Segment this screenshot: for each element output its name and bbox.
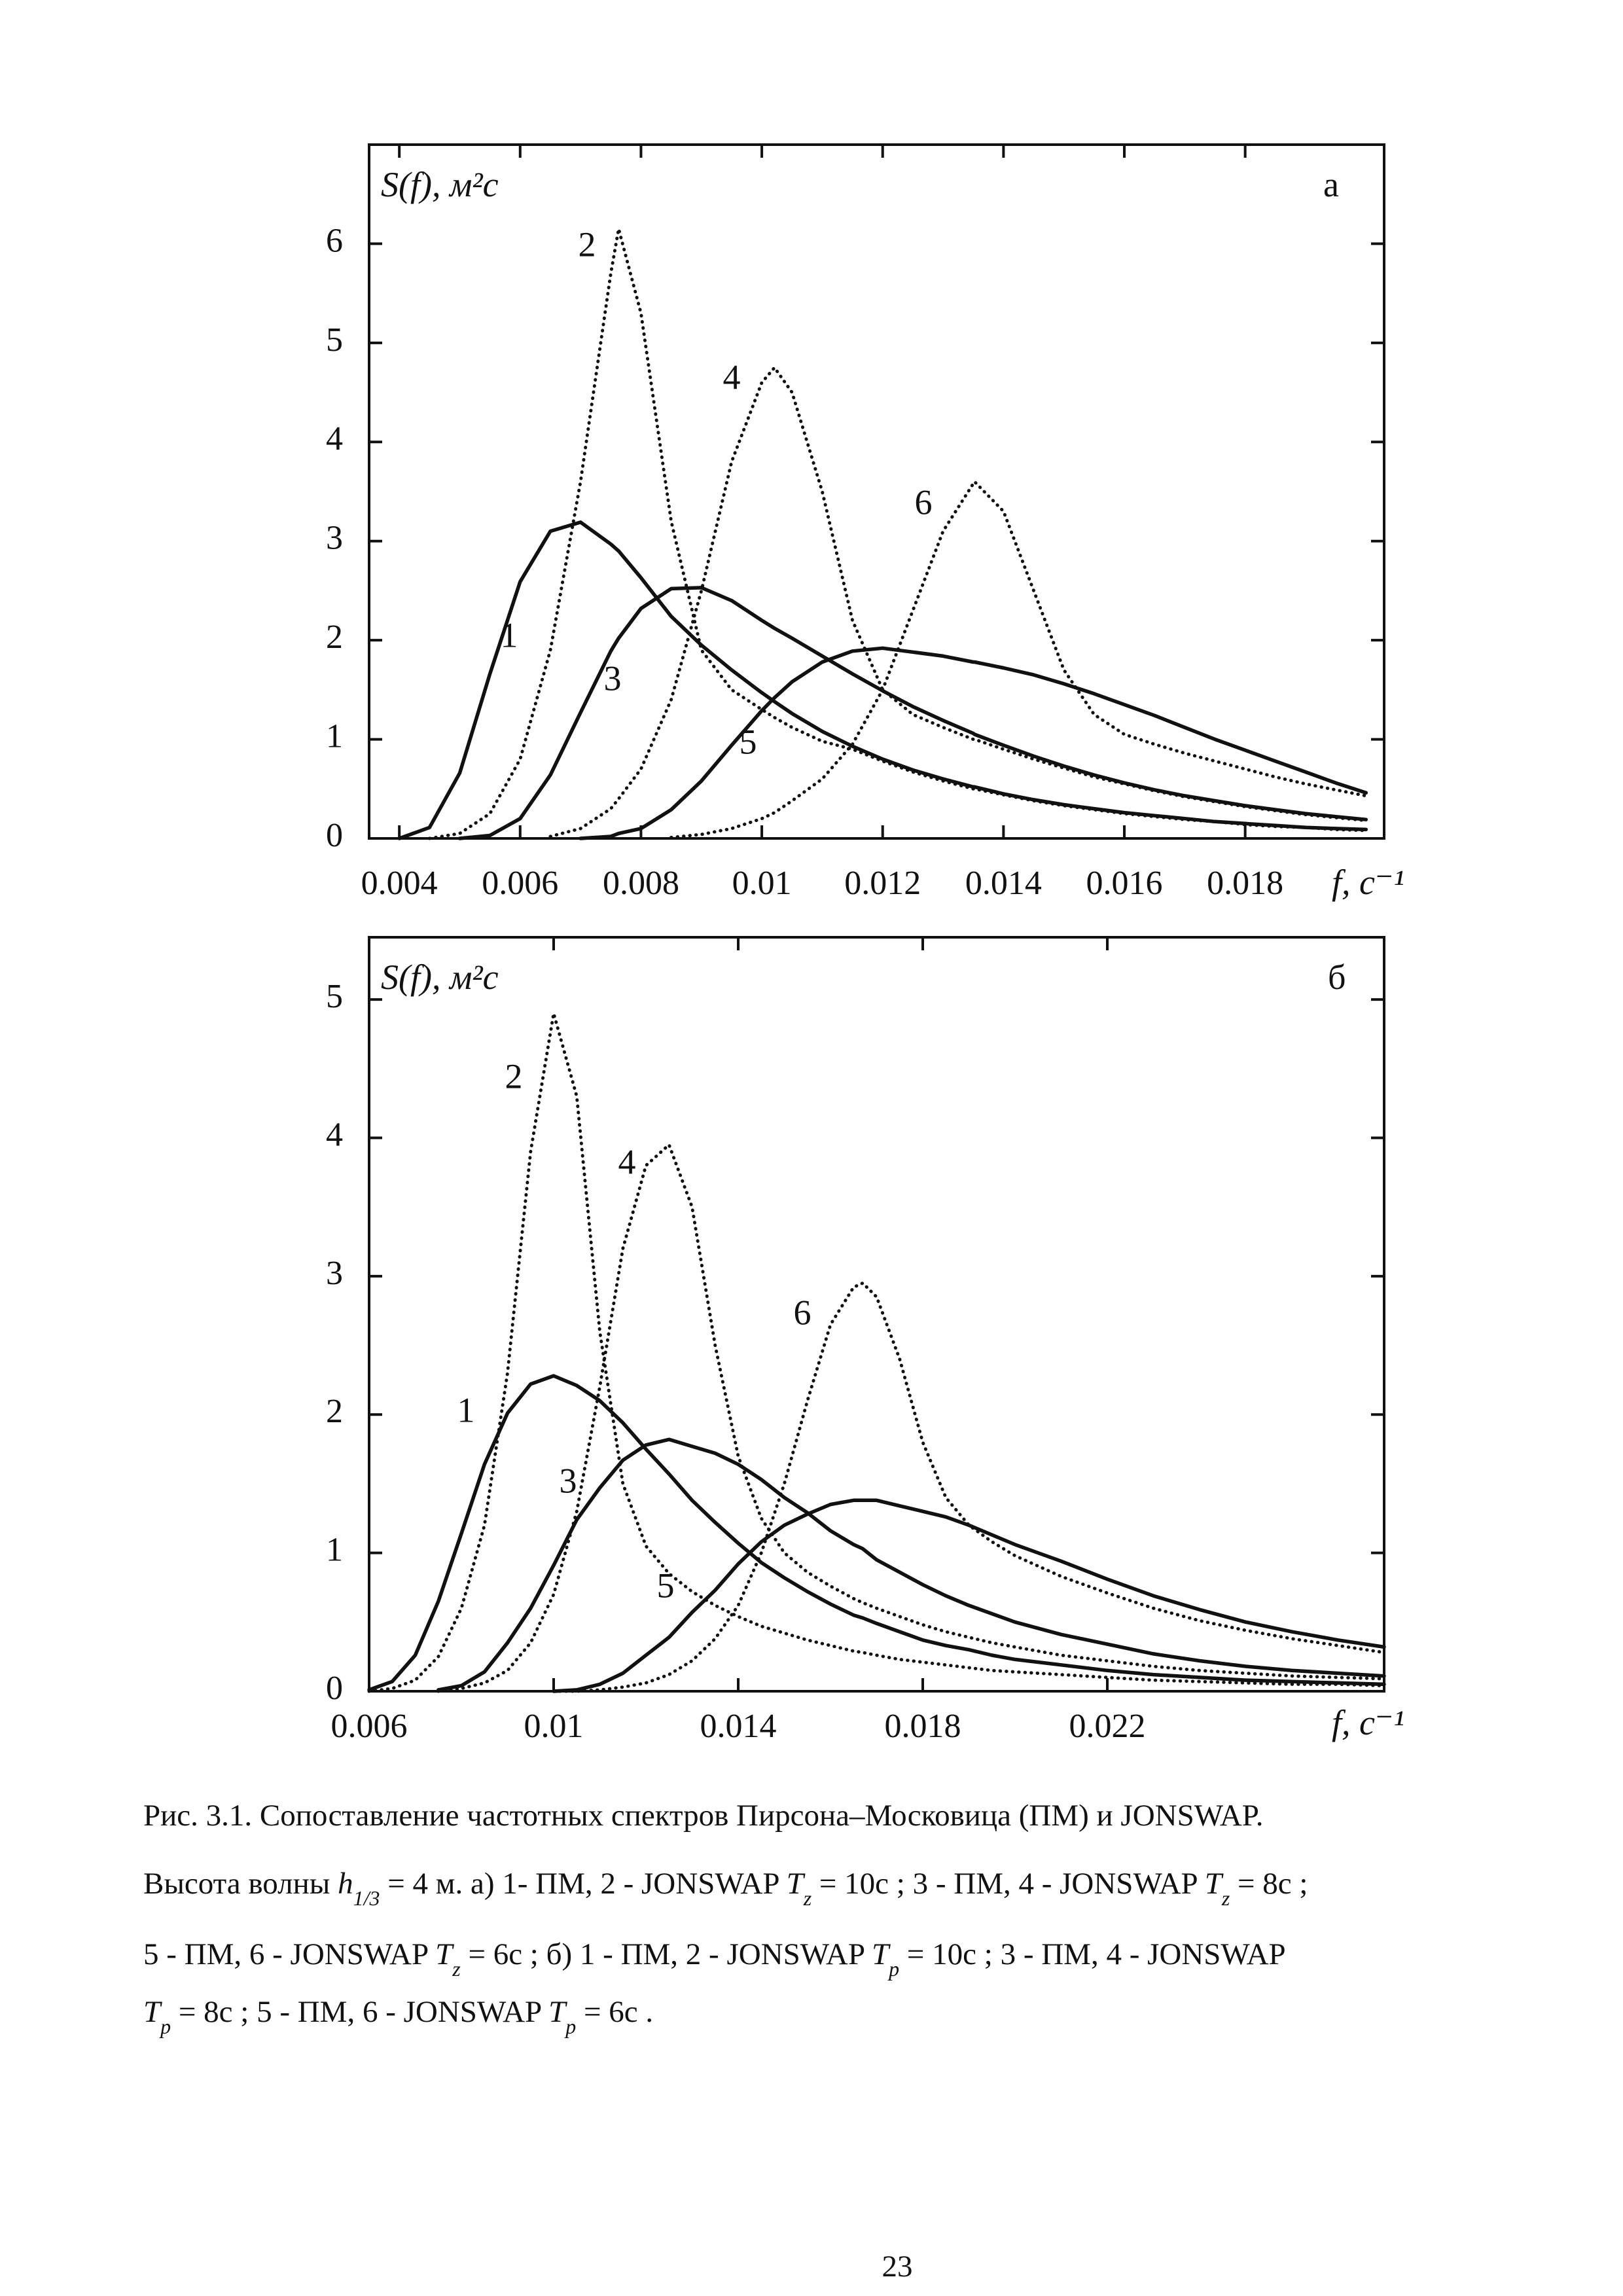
curve-label: 4 (723, 357, 741, 397)
page-number: 23 (882, 2250, 913, 2284)
y-tick-label: 4 (326, 1116, 343, 1153)
caption-subscript: p (887, 1957, 899, 1981)
x-tick-label: 0.018 (885, 1708, 961, 1745)
caption-text: = 10c ; 3 - ПМ, 4 - JONSWAP (899, 1937, 1286, 1971)
caption-subscript: z (452, 1957, 461, 1981)
curve-label: 1 (501, 615, 518, 655)
caption-symbol: T (872, 1937, 891, 1971)
curve-label: 1 (457, 1390, 475, 1429)
y-tick-label: 5 (326, 321, 343, 359)
curve-label: 2 (579, 224, 596, 264)
caption-line: Высота волны h1/3 = 4 м. а) 1- ПМ, 2 - J… (143, 1867, 1308, 1910)
x-tick-label: 0.01 (524, 1708, 584, 1745)
x-tick-label: 0.014 (700, 1708, 777, 1745)
caption-symbol: h (338, 1867, 353, 1901)
series-line (552, 1498, 1386, 1693)
y-tick-label: 1 (326, 1532, 343, 1569)
y-axis-label: S(f), м²с (381, 958, 499, 997)
series-line (579, 646, 1368, 840)
curve-label: 6 (915, 482, 933, 522)
panel-label: б (1328, 958, 1346, 997)
caption-subscript: z (803, 1886, 812, 1910)
curve-label: 3 (604, 658, 622, 698)
curve-label: 3 (560, 1461, 577, 1500)
y-tick-label: 5 (326, 978, 343, 1015)
plot-frame (368, 143, 1385, 840)
caption-symbol: T (1205, 1867, 1224, 1901)
x-tick-label: 0.006 (331, 1708, 408, 1745)
caption-line: Рис. 3.1. Сопоставление частотных спектр… (143, 1799, 1263, 1833)
x-tick-label: 0.012 (844, 865, 921, 902)
curve-label: 5 (740, 722, 757, 761)
x-tick-label: 0.006 (482, 865, 558, 902)
caption-subscript: 1/3 (353, 1886, 380, 1910)
series-line (552, 1281, 1386, 1693)
y-tick-label: 3 (326, 1255, 343, 1292)
panel-label: а (1323, 165, 1339, 204)
series-line (437, 1143, 1386, 1693)
y-tick-label: 6 (326, 222, 343, 259)
curve-label: 2 (505, 1056, 523, 1096)
caption-text: = 6c ; б) 1 - ПМ, 2 - JONSWAP (461, 1937, 872, 1971)
caption-subscript: p (564, 2015, 576, 2038)
x-tick-label: 0.014 (965, 865, 1042, 902)
x-tick-label: 0.008 (603, 865, 679, 902)
caption-text: Высота волны (143, 1867, 338, 1901)
caption-text: = 8c ; (1230, 1867, 1308, 1901)
caption-symbol: T (548, 1995, 567, 2029)
x-tick-label: 0.018 (1207, 865, 1283, 902)
caption-symbol: T (787, 1867, 806, 1901)
caption-text: 5 - ПМ, 6 - JONSWAP (143, 1937, 435, 1971)
chart: 0.006 0.01 0.014 0.018 0.022 0 1 2 3 4 5 S(f), м²с f… (326, 936, 1404, 1745)
series-line (367, 1011, 1386, 1693)
caption-line: 5 - ПМ, 6 - JONSWAP Tz = 6c ; б) 1 - ПМ,… (143, 1937, 1286, 1981)
y-tick-label: 0 (326, 1670, 343, 1707)
caption-line: Tp = 8c ; 5 - ПМ, 6 - JONSWAP Tp = 6c . (143, 1995, 653, 2038)
x-axis-label: f, c⁻¹ (1332, 863, 1404, 902)
caption-subscript: z (1221, 1886, 1230, 1910)
series-line (427, 227, 1368, 840)
caption-text: = 8c ; 5 - ПМ, 6 - JONSWAP (171, 1995, 548, 2029)
curve-label: 4 (618, 1142, 636, 1181)
x-axis-label: f, c⁻¹ (1332, 1703, 1404, 1742)
x-tick-label: 0.004 (361, 865, 438, 902)
x-tick-label: 0.01 (732, 865, 792, 902)
series-line (548, 366, 1368, 838)
y-tick-label: 2 (326, 1393, 343, 1430)
y-tick-label: 3 (326, 520, 343, 557)
caption-symbol: T (143, 1995, 162, 2029)
caption-symbol: T (435, 1937, 454, 1971)
caption-text: = 6c . (576, 1995, 653, 2029)
caption-text: Рис. 3.1. Сопоставление частотных спектр… (143, 1799, 1263, 1833)
y-axis-label: S(f), м²с (381, 165, 499, 204)
series-line (367, 1374, 1386, 1692)
caption-text: = 4 м. а) 1- ПМ, 2 - JONSWAP (380, 1867, 786, 1901)
series-line (669, 480, 1368, 839)
x-tick-label: 0.022 (1069, 1708, 1146, 1745)
y-tick-label: 4 (326, 420, 343, 457)
caption-text: = 10c ; 3 - ПМ, 4 - JONSWAP (812, 1867, 1205, 1901)
caption-subscript: p (159, 2015, 171, 2038)
x-tick-label: 0.016 (1086, 865, 1163, 902)
curve-label: 6 (794, 1293, 812, 1332)
plot-frame (368, 936, 1385, 1693)
y-tick-label: 0 (326, 817, 343, 854)
y-tick-label: 2 (326, 619, 343, 656)
y-tick-label: 1 (326, 718, 343, 755)
chart: 0.004 0.006 0.008 0.01 0.012 0.014 0.016 0.018 0… (326, 143, 1404, 902)
curve-label: 5 (657, 1566, 675, 1605)
